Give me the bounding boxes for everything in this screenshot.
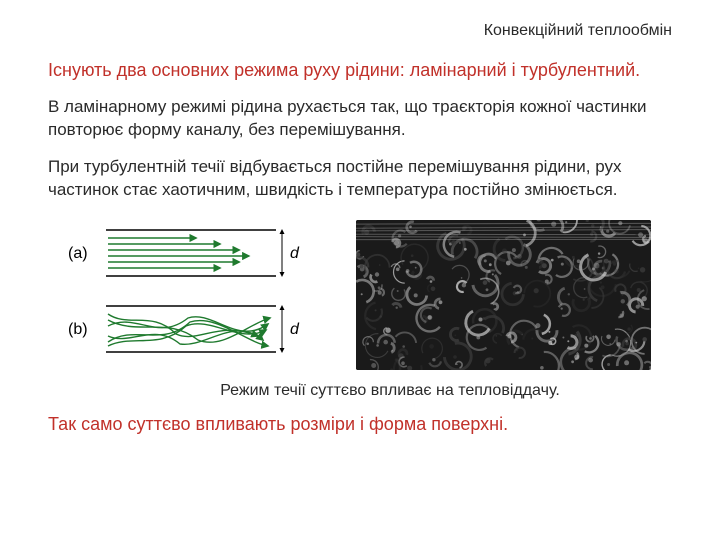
figure-flow-regimes: (a) d (b) d xyxy=(58,220,328,370)
figure-caption: Режим течії суттєво впливає на тепловідд… xyxy=(48,382,672,400)
figure-turbulence-photo xyxy=(356,220,651,370)
lead-paragraph: Існують два основних режима руху рідини:… xyxy=(48,58,672,82)
closing-statement: Так само суттєво впливають розміри і фор… xyxy=(48,414,672,435)
svg-text:d: d xyxy=(290,245,300,262)
paragraph-turbulent: При турбулентній течії відбувається пост… xyxy=(48,156,672,202)
figure-row: (a) d (b) d xyxy=(58,220,672,370)
svg-text:d: d xyxy=(290,321,300,338)
paragraph-laminar: В ламінарному режимі рідина рухається та… xyxy=(48,96,672,142)
page-title: Конвекційний теплообмін xyxy=(484,22,672,40)
svg-text:(b): (b) xyxy=(68,321,88,338)
svg-text:(a): (a) xyxy=(68,245,88,262)
